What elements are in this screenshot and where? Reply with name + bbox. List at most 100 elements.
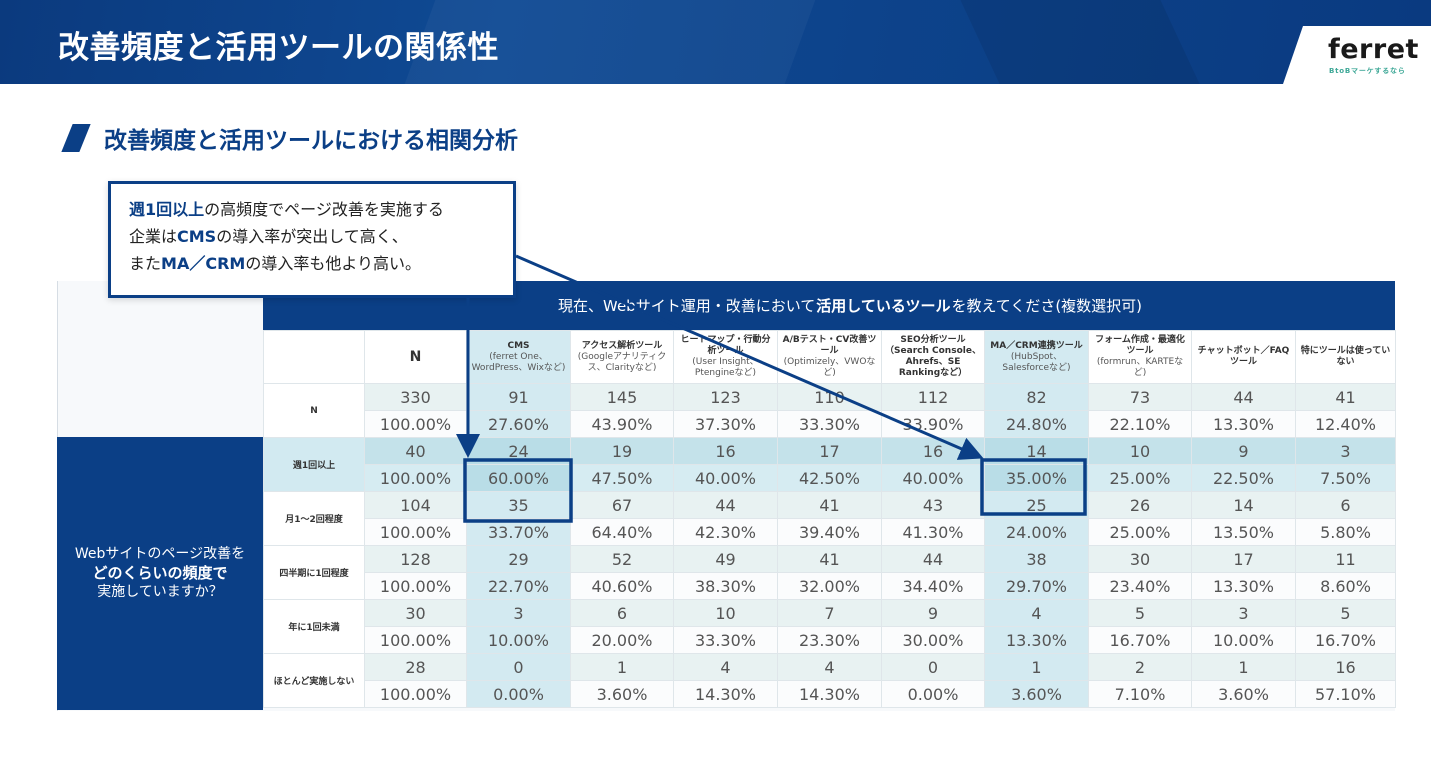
percent-cell: 37.30% (673, 410, 778, 438)
percent-cell: 100.00% (364, 410, 467, 438)
count-cell: 3 (1191, 599, 1296, 627)
column-header-row: N CMS (ferret One、WordPress、Wixなど) アクセス解析ツー… (263, 330, 1396, 384)
row-question-line1: Webサイトのページ改善を (74, 546, 246, 562)
logo-background (1283, 26, 1431, 84)
count-cell: 4 (673, 653, 778, 681)
table-row: 100.00% 27.60% 43.90% 37.30% 33.30% 33.90% 24.… (264, 410, 1396, 438)
column-title: CMS (507, 340, 530, 351)
table-row: 100.00% 10.00% 20.00% 33.30% 23.30% 30.00% 13.… (264, 626, 1396, 654)
count-cell: 44 (1191, 383, 1296, 411)
column-header: フォーム作成・最適化ツール (formrun、KARTEなど) (1088, 330, 1192, 384)
header-decoration (960, 0, 1200, 84)
count-cell: 145 (570, 383, 674, 411)
count-cell: 14 (984, 437, 1089, 465)
table-row: N 330 91 145 123 110 112 82 73 44 41 (263, 383, 1396, 438)
count-cell: 41 (777, 545, 882, 573)
insight-callout: 週1回以上の高頻度でページ改善を実施する 企業はCMSの導入率が突出して高く、 … (108, 181, 516, 298)
count-cell: 25 (984, 491, 1089, 519)
percent-cell: 30.00% (881, 626, 985, 654)
callout-text: 企業は (129, 227, 178, 246)
count-cell: 6 (570, 599, 674, 627)
percent-cell: 32.00% (777, 572, 882, 600)
row-question-line2: どのくらいの頻度で (92, 564, 228, 582)
column-header: MA／CRM連携ツール (HubSpot、Salesforceなど) (984, 330, 1089, 384)
callout-bold: MA／CRM (161, 254, 246, 273)
percent-cell: 3.60% (570, 680, 674, 708)
count-cell: 123 (673, 383, 778, 411)
section-title: 改善頻度と活用ツールにおける相関分析 (104, 128, 518, 154)
percent-cell: 12.40% (1295, 410, 1396, 438)
percent-cell: 0.00% (881, 680, 985, 708)
percent-cell: 34.40% (881, 572, 985, 600)
column-header: 特にツールは使っていない (1295, 330, 1396, 384)
count-cell: 82 (984, 383, 1089, 411)
percent-cell: 35.00% (984, 464, 1089, 492)
logo-tagline: BtoBマーケするなら (1329, 67, 1406, 75)
percent-cell: 33.90% (881, 410, 985, 438)
count-cell: 41 (1295, 383, 1396, 411)
table-row: 四半期に1回程度 128 29 52 49 41 44 38 30 17 11 (263, 545, 1396, 600)
count-cell: 3 (1295, 437, 1396, 465)
percent-cell: 47.50% (570, 464, 674, 492)
percent-cell: 23.40% (1088, 572, 1192, 600)
percent-cell: 100.00% (364, 464, 467, 492)
callout-text: の導入率が突出して高く、 (216, 227, 408, 246)
column-subtitle: (ferret One、WordPress、Wixなど) (471, 351, 566, 373)
row-label: 週1回以上 (263, 437, 365, 492)
percent-cell: 100.00% (364, 680, 467, 708)
count-cell: 2 (1088, 653, 1192, 681)
percent-cell: 100.00% (364, 626, 467, 654)
column-subtitle: (Googleアナリティクス、Clarityなど) (577, 351, 667, 373)
percent-cell: 10.00% (1191, 626, 1296, 654)
percent-cell: 13.30% (1191, 572, 1296, 600)
table-row: 100.00% 33.70% 64.40% 42.30% 39.40% 41.30% 24.… (264, 518, 1396, 546)
column-title: SEO分析ツール（Search Console、Ahrefs、SE Rankin… (885, 335, 981, 378)
row-question-panel: Webサイトのページ改善を どのくらいの頻度で 実施していますか？ (57, 437, 263, 710)
count-cell: 7 (777, 599, 882, 627)
percent-cell: 14.30% (777, 680, 882, 708)
count-cell: 1 (984, 653, 1089, 681)
count-cell: 26 (1088, 491, 1192, 519)
count-cell: 19 (570, 437, 674, 465)
count-cell: 29 (466, 545, 571, 573)
count-cell: 4 (777, 653, 882, 681)
percent-cell: 64.40% (570, 518, 674, 546)
percent-cell: 27.60% (466, 410, 571, 438)
count-cell: 43 (881, 491, 985, 519)
count-cell: 16 (1295, 653, 1396, 681)
count-cell: 38 (984, 545, 1089, 573)
count-cell: 28 (364, 653, 467, 681)
percent-cell: 16.70% (1295, 626, 1396, 654)
count-cell: 91 (466, 383, 571, 411)
count-cell: 3 (466, 599, 571, 627)
percent-cell: 100.00% (364, 572, 467, 600)
table-row: 100.00% 0.00% 3.60% 14.30% 14.30% 0.00% 3.60% 7… (264, 680, 1396, 708)
page-title: 改善頻度と活用ツールの関係性 (58, 30, 499, 66)
count-cell: 17 (777, 437, 882, 465)
row-label: 月1～2回程度 (263, 491, 365, 546)
row-label: N (263, 383, 365, 438)
table-row: 100.00% 60.00% 47.50% 40.00% 42.50% 40.00% 35.… (264, 464, 1396, 492)
table-row: 年に1回未満 30 3 6 10 7 9 4 5 3 5 (263, 599, 1396, 654)
count-cell: 110 (777, 383, 882, 411)
column-title: アクセス解析ツール (581, 340, 663, 351)
percent-cell: 40.60% (570, 572, 674, 600)
percent-cell: 40.00% (881, 464, 985, 492)
percent-cell: 40.00% (673, 464, 778, 492)
count-cell: 6 (1295, 491, 1396, 519)
percent-cell: 3.60% (984, 680, 1089, 708)
count-cell: 5 (1295, 599, 1396, 627)
percent-cell: 7.10% (1088, 680, 1192, 708)
percent-cell: 39.40% (777, 518, 882, 546)
column-subtitle: (HubSpot、Salesforceなど) (1002, 351, 1071, 373)
percent-cell: 60.00% (466, 464, 571, 492)
column-subtitle: (formrun、KARTEなど) (1096, 357, 1184, 378)
percent-cell: 33.70% (466, 518, 571, 546)
percent-cell: 57.10% (1295, 680, 1396, 708)
percent-cell: 5.80% (1295, 518, 1396, 546)
header-bar (0, 0, 1431, 84)
percent-cell: 33.30% (673, 626, 778, 654)
percent-cell: 41.30% (881, 518, 985, 546)
question-suffix: を教えてくださ(複数選択可) (951, 297, 1143, 315)
row-label: 年に1回未満 (263, 599, 365, 654)
